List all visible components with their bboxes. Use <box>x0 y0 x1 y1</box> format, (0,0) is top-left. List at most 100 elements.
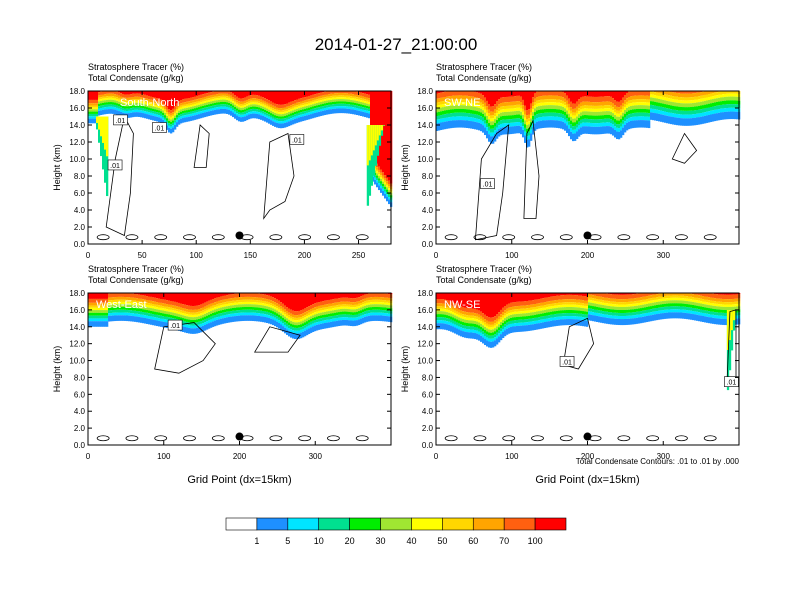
contour-label: .01 <box>562 359 572 366</box>
colorbar-swatch <box>380 517 412 531</box>
condensate-contour <box>646 234 660 241</box>
colorbar-swatch <box>534 517 567 531</box>
condensate-contour <box>444 234 458 241</box>
x-tick-label: 300 <box>657 452 671 461</box>
y-tick-label: 0.0 <box>422 441 434 450</box>
colorbar-label: 20 <box>345 536 355 546</box>
x-tick-label: 100 <box>190 251 204 260</box>
condensate-contours <box>444 119 717 241</box>
contour-label-box <box>559 356 575 367</box>
y-tick-label: 0.0 <box>74 240 86 249</box>
contour-label: .01 <box>110 163 120 170</box>
colorbar-label: 5 <box>285 536 290 546</box>
chart-panel-4: Stratosphere Tracer (%)Total Condensate … <box>400 264 741 486</box>
y-tick-label: 8.0 <box>74 172 86 181</box>
condensate-contour <box>96 234 110 241</box>
y-tick-label: 14.0 <box>69 121 85 130</box>
y-tick-label: 18.0 <box>69 289 85 298</box>
x-tick-label: 100 <box>505 452 519 461</box>
condensate-contour <box>125 435 139 442</box>
colorbar-swatch <box>503 517 536 531</box>
y-tick-label: 14.0 <box>417 121 433 130</box>
x-tick-label: 300 <box>657 251 671 260</box>
chart-panel-2: Stratosphere Tracer (%)Total Condensate … <box>400 62 741 260</box>
contour-label: .01 <box>155 126 165 133</box>
y-tick-label: 12.0 <box>417 340 433 349</box>
y-tick-label: 16.0 <box>69 306 85 315</box>
contour-note: Total Condensate Contours: .01 to .01 by… <box>576 457 740 466</box>
y-tick-label: 16.0 <box>69 104 85 113</box>
cross-section-label: West-East <box>96 299 147 311</box>
condensate-contour <box>473 234 487 241</box>
plot-frame <box>87 90 392 245</box>
header-tracer: Stratosphere Tracer (%) <box>88 264 184 274</box>
colorbar-swatch <box>225 517 258 531</box>
y-tick-label: 12.0 <box>69 340 85 349</box>
header-tracer: Stratosphere Tracer (%) <box>436 62 532 72</box>
colorbar-label: 40 <box>406 536 416 546</box>
y-tick-label: 12.0 <box>69 138 85 147</box>
condensate-contour <box>531 234 544 241</box>
y-tick-label: 4.0 <box>74 206 86 215</box>
colorbar-swatch <box>256 517 289 531</box>
condensate-contour <box>253 326 301 353</box>
condensate-contour <box>211 435 225 442</box>
y-tick-label: 6.0 <box>74 189 86 198</box>
y-tick-label: 2.0 <box>422 424 434 433</box>
condensate-contour <box>154 234 168 241</box>
condensate-contour <box>125 234 139 241</box>
panels: Stratosphere Tracer (%) Total Condensate … <box>52 62 741 486</box>
y-tick-label: 14.0 <box>417 323 433 332</box>
y-tick-label: 0.0 <box>422 240 434 249</box>
contour-label-box <box>480 178 495 189</box>
colorbar-swatch <box>442 517 474 531</box>
colorbar: 1 5 10 20 30 40 50 60 70 100 <box>225 517 567 546</box>
y-tick-label: 2.0 <box>74 223 86 232</box>
colorbar-label: 60 <box>468 536 478 546</box>
y-tick-label: 8.0 <box>74 373 86 382</box>
x-tick-label: 200 <box>298 251 312 260</box>
y-tick-label: 16.0 <box>417 306 433 315</box>
condensate-contour <box>154 322 216 374</box>
y-tick-label: 2.0 <box>422 223 434 232</box>
condensate-contour <box>327 435 340 442</box>
condensate-contour <box>703 234 717 241</box>
cross-section-label: NW-SE <box>444 299 480 311</box>
condensate-contour <box>559 435 573 442</box>
condensate-contour <box>183 435 196 442</box>
y-tick-label: 18.0 <box>417 87 433 96</box>
condensate-contour <box>671 132 698 164</box>
colorbar-swatch <box>411 517 443 531</box>
condensate-contour <box>183 234 196 241</box>
condensate-contour <box>473 435 487 442</box>
location-marker <box>583 432 592 441</box>
contour-label-box <box>113 114 128 126</box>
condensate-contour <box>675 234 688 241</box>
y-tick-label: 10.0 <box>69 357 85 366</box>
condensate-contour <box>263 132 295 220</box>
x-tick-label: 0 <box>86 251 91 260</box>
condensate-contour <box>96 435 110 442</box>
tracer-field <box>436 91 741 148</box>
x-tick-label: 250 <box>352 251 366 260</box>
y-tick-label: 4.0 <box>74 407 86 416</box>
x-axis-label: Grid Point (dx=15km) <box>187 474 291 486</box>
location-marker <box>235 231 244 240</box>
y-tick-label: 4.0 <box>422 206 434 215</box>
x-tick-label: 200 <box>581 251 595 260</box>
condensate-contour <box>193 124 210 168</box>
colorbar-label: 10 <box>314 536 324 546</box>
condensate-contour <box>269 435 283 442</box>
colorbar-swatch <box>318 517 350 531</box>
y-tick-label: 18.0 <box>417 289 433 298</box>
colorbar-label: 100 <box>528 536 543 546</box>
condensate-contour <box>269 234 283 241</box>
y-tick-label: 10.0 <box>417 155 433 164</box>
colorbar-swatch <box>472 517 505 531</box>
condensate-contour <box>154 435 168 442</box>
y-tick-label: 14.0 <box>69 323 85 332</box>
y-tick-label: 10.0 <box>417 357 433 366</box>
x-tick-label: 100 <box>505 251 519 260</box>
contour-label: .01 <box>292 137 302 144</box>
